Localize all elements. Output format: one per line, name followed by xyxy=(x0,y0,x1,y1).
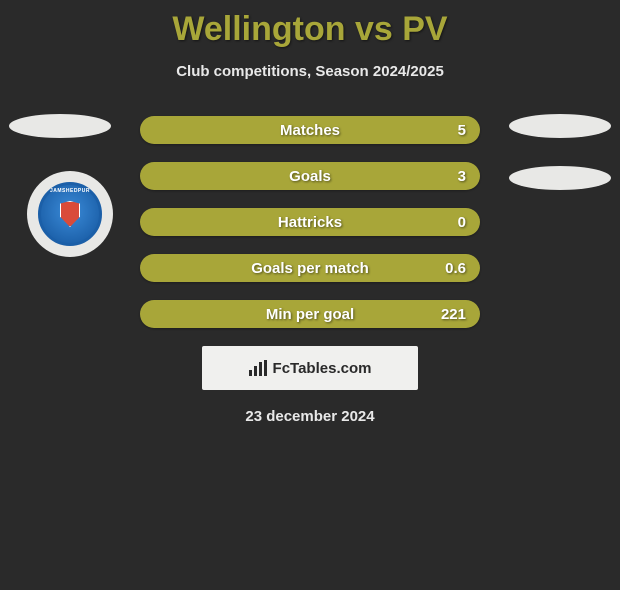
stat-bar-goals-per-match: Goals per match 0.6 xyxy=(140,254,480,282)
stat-value: 0.6 xyxy=(445,260,466,277)
stat-bar-goals: Goals 3 xyxy=(140,162,480,190)
shield-icon xyxy=(60,201,80,227)
ellipse-right-mid xyxy=(509,166,611,190)
attribution-text: FcTables.com xyxy=(273,360,372,377)
stat-bars: Matches 5 Goals 3 Hattricks 0 Goals per … xyxy=(140,116,480,328)
stat-label: Min per goal xyxy=(266,306,354,323)
club-badge-inner: JAMSHEDPUR xyxy=(38,182,102,246)
stat-label: Goals per match xyxy=(251,260,369,277)
page-title: Wellington vs PV xyxy=(0,10,620,49)
stat-bar-min-per-goal: Min per goal 221 xyxy=(140,300,480,328)
stat-label: Hattricks xyxy=(278,214,342,231)
subtitle: Club competitions, Season 2024/2025 xyxy=(0,63,620,80)
club-badge: JAMSHEDPUR xyxy=(27,171,113,257)
stat-value: 221 xyxy=(441,306,466,323)
stat-value: 5 xyxy=(458,122,466,139)
ellipse-left-top xyxy=(9,114,111,138)
club-badge-name: JAMSHEDPUR xyxy=(41,188,99,194)
stat-value: 3 xyxy=(458,168,466,185)
stat-label: Matches xyxy=(280,122,340,139)
ellipse-right-top xyxy=(509,114,611,138)
attribution-box: FcTables.com xyxy=(202,346,418,390)
stat-label: Goals xyxy=(289,168,331,185)
stat-value: 0 xyxy=(458,214,466,231)
bar-chart-icon xyxy=(249,360,269,376)
stats-area: JAMSHEDPUR Matches 5 Goals 3 Hattricks 0… xyxy=(0,116,620,425)
stat-bar-matches: Matches 5 xyxy=(140,116,480,144)
stat-bar-hattricks: Hattricks 0 xyxy=(140,208,480,236)
date-text: 23 december 2024 xyxy=(0,408,620,425)
